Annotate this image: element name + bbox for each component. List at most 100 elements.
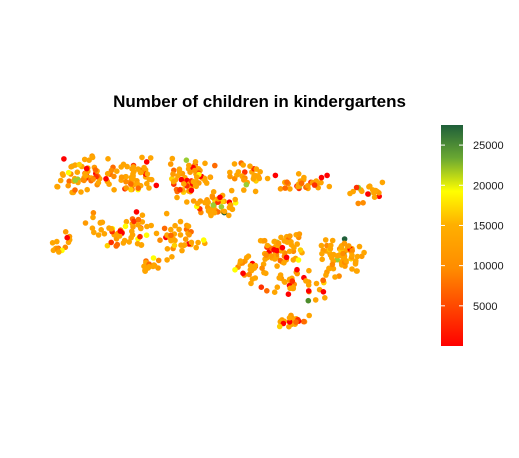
- kindergarten-point: [280, 320, 287, 327]
- kindergarten-point: [141, 164, 147, 171]
- kindergarten-point: [353, 258, 359, 264]
- kindergarten-point: [254, 173, 261, 179]
- kindergarten-point: [177, 218, 184, 225]
- kindergarten-point: [240, 162, 246, 168]
- kindergarten-point: [227, 169, 233, 176]
- kindergarten-point: [271, 289, 278, 296]
- kindergarten-point: [237, 258, 244, 264]
- kindergarten-point: [176, 169, 183, 175]
- kindergarten-point: [62, 229, 69, 235]
- kindergarten-point: [274, 284, 281, 291]
- kindergarten-point: [296, 231, 303, 237]
- kindergarten-point: [318, 174, 325, 181]
- kindergarten-point: [192, 159, 199, 165]
- kindergarten-point: [287, 285, 293, 292]
- kindergarten-point: [142, 268, 148, 275]
- kindergarten-point: [95, 179, 102, 186]
- kindergarten-point: [178, 176, 185, 183]
- kindergarten-point: [227, 173, 233, 180]
- kindergarten-point: [276, 323, 283, 330]
- kindergarten-point: [349, 252, 355, 258]
- kindergarten-point: [245, 253, 252, 259]
- kindergarten-point: [209, 194, 216, 201]
- kindergarten-point: [306, 312, 313, 319]
- kindergarten-point: [294, 266, 300, 273]
- kindergarten-point: [60, 172, 66, 178]
- kindergarten-point: [139, 212, 146, 218]
- kindergarten-point: [179, 247, 185, 254]
- kindergarten-point: [207, 174, 213, 181]
- kindergarten-point: [106, 181, 112, 187]
- kindergarten-point: [123, 185, 129, 191]
- kindergarten-point: [192, 167, 198, 174]
- kindergarten-point: [169, 253, 175, 260]
- kindergarten-point: [259, 265, 265, 272]
- kindergarten-point: [338, 244, 345, 251]
- kindergarten-point: [326, 183, 333, 190]
- kindergarten-point: [284, 239, 291, 245]
- kindergarten-point: [164, 246, 171, 252]
- kindergarten-point: [186, 232, 192, 238]
- kindergarten-point: [105, 156, 111, 162]
- kindergarten-point: [353, 184, 360, 191]
- kindergarten-point: [146, 185, 152, 191]
- kindergarten-point: [359, 188, 365, 195]
- kindergarten-point: [226, 212, 232, 219]
- kindergarten-point: [295, 257, 302, 263]
- kindergarten-point: [217, 194, 223, 201]
- kindergarten-point: [172, 222, 178, 229]
- kindergarten-point: [323, 272, 329, 278]
- kindergarten-point: [281, 278, 288, 285]
- kindergarten-point: [183, 157, 190, 163]
- kindergarten-point: [134, 240, 141, 247]
- kindergarten-point: [340, 250, 346, 257]
- kindergarten-point: [128, 234, 134, 241]
- kindergarten-point: [126, 239, 132, 245]
- kindergarten-point: [187, 169, 193, 175]
- kindergarten-point: [350, 188, 357, 195]
- kindergarten-point: [345, 243, 352, 249]
- kindergarten-point: [188, 239, 195, 246]
- kindergarten-point: [290, 257, 297, 263]
- kindergarten-point: [130, 176, 137, 182]
- kindergarten-point: [65, 169, 72, 176]
- kindergarten-point: [92, 167, 99, 173]
- kindergarten-point: [247, 163, 253, 169]
- kindergarten-point: [101, 231, 108, 237]
- kindergarten-point: [195, 239, 201, 246]
- kindergarten-point: [97, 219, 104, 226]
- kindergarten-point: [128, 186, 134, 193]
- kindergarten-point: [146, 263, 152, 270]
- colorbar-tick-label: 15000: [473, 220, 504, 232]
- kindergarten-point: [264, 242, 271, 249]
- kindergarten-point: [130, 164, 137, 170]
- kindergarten-point: [278, 234, 284, 241]
- kindergarten-point: [249, 276, 256, 282]
- kindergarten-point: [246, 271, 252, 278]
- kindergarten-point: [274, 247, 280, 254]
- kindergarten-point: [124, 163, 130, 170]
- kindergarten-point: [272, 172, 279, 179]
- kindergarten-point: [264, 288, 270, 294]
- kindergarten-point: [195, 200, 201, 207]
- kindergarten-point: [360, 200, 366, 206]
- kindergarten-point: [221, 208, 228, 215]
- kindergarten-point: [300, 318, 307, 325]
- kindergarten-point: [74, 169, 81, 175]
- kindergarten-point: [219, 198, 226, 205]
- kindergarten-point: [361, 249, 367, 256]
- kindergarten-point: [286, 323, 292, 330]
- kindergarten-point: [153, 230, 160, 237]
- colorbar: [441, 125, 463, 346]
- kindergarten-point: [90, 214, 96, 221]
- colorbar-legend: 25000 20000 15000 10000 5000: [441, 125, 504, 346]
- kindergarten-point: [298, 180, 305, 186]
- kindergarten-point: [285, 291, 292, 298]
- kindergarten-point: [312, 297, 319, 303]
- kindergarten-point: [68, 164, 74, 170]
- kindergarten-point: [322, 295, 328, 301]
- kindergarten-point: [205, 199, 211, 206]
- kindergarten-point: [181, 181, 187, 187]
- colorbar-tick-label: 25000: [473, 140, 504, 152]
- kindergarten-point: [89, 154, 96, 161]
